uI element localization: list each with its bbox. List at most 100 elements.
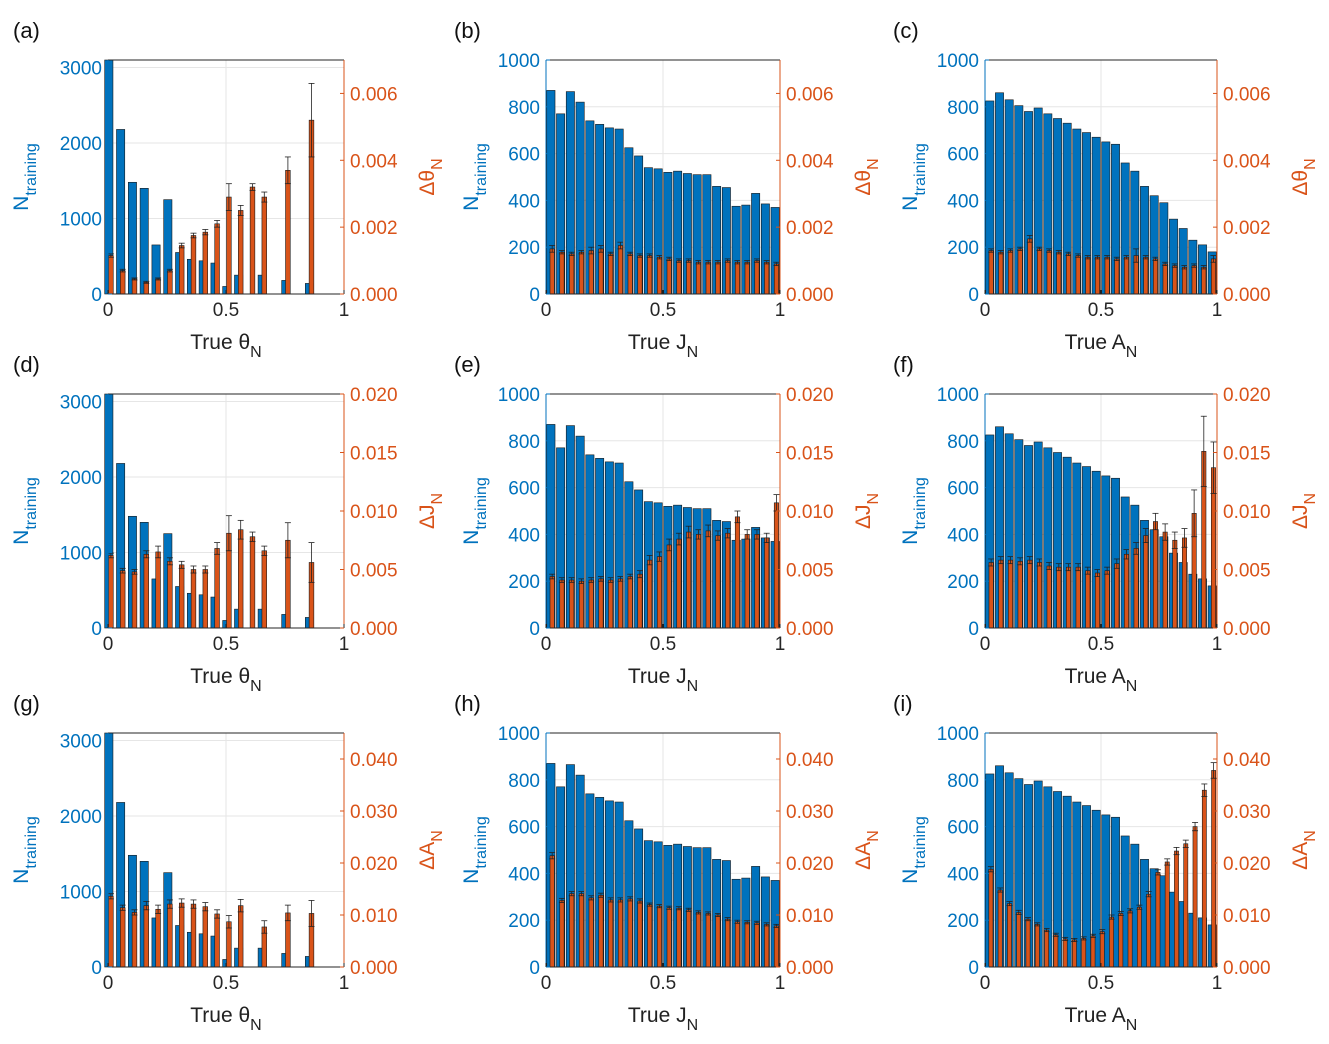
left-y-label-sub: training xyxy=(912,143,929,195)
left-tick-label: 1000 xyxy=(498,724,540,745)
uncertainty-bar xyxy=(238,905,244,968)
left-tick-label: 800 xyxy=(508,771,540,792)
left-tick-label: 2000 xyxy=(60,134,102,155)
x-axis-label-main: True θ xyxy=(190,331,250,354)
uncertainty-bar xyxy=(656,905,662,968)
uncertainty-bar xyxy=(1143,256,1149,295)
uncertainty-bar xyxy=(695,534,701,629)
x-axis-label: True JN xyxy=(628,1004,698,1034)
right-tick-label: 0.040 xyxy=(786,750,834,771)
x-axis-label-sub: N xyxy=(250,344,262,361)
uncertainty-bar xyxy=(744,534,750,629)
uncertainty-bar xyxy=(617,245,623,295)
panel-label: (i) xyxy=(893,691,913,716)
uncertainty-bar xyxy=(647,255,653,295)
uncertainty-bar xyxy=(1181,537,1187,629)
uncertainty-bar xyxy=(1164,861,1170,968)
x-tick-label: 0.5 xyxy=(650,634,676,655)
left-y-label-main: N xyxy=(899,869,922,884)
x-tick-label: 1 xyxy=(775,300,786,321)
left-y-label-sub: training xyxy=(912,477,929,529)
left-tick-label: 0 xyxy=(91,285,102,306)
uncertainty-bar xyxy=(559,251,565,295)
uncertainty-bar xyxy=(1056,251,1062,295)
x-tick-label: 1 xyxy=(1212,300,1223,321)
x-axis-label-sub: N xyxy=(687,1017,699,1034)
uncertainty-bar xyxy=(588,897,594,968)
uncertainty-bar xyxy=(764,924,770,968)
uncertainty-bar xyxy=(1090,935,1096,968)
uncertainty-bar xyxy=(167,903,173,968)
right-tick-label: 0.010 xyxy=(1223,906,1271,927)
uncertainty-bar xyxy=(725,532,731,629)
x-tick-label: 0 xyxy=(103,634,114,655)
uncertainty-bar xyxy=(143,553,149,629)
x-tick-label: 0 xyxy=(103,300,114,321)
uncertainty-bar xyxy=(608,253,614,295)
x-tick-label: 0.5 xyxy=(213,973,239,994)
count-bar xyxy=(127,181,137,295)
uncertainty-bar xyxy=(179,902,185,968)
uncertainty-bar xyxy=(1104,256,1110,295)
uncertainty-bar xyxy=(1155,872,1161,968)
x-tick-label: 1 xyxy=(1212,973,1223,994)
uncertainty-bar xyxy=(285,170,291,295)
x-tick-label: 1 xyxy=(775,634,786,655)
uncertainty-bar xyxy=(1046,565,1052,629)
uncertainty-bar xyxy=(578,893,584,968)
right-tick-label: 0.006 xyxy=(1223,84,1271,105)
right-tick-label: 0.000 xyxy=(1223,958,1271,979)
x-axis-label-sub: N xyxy=(687,344,699,361)
x-axis-label: True JN xyxy=(628,331,698,361)
uncertainty-bar xyxy=(190,235,197,295)
x-axis-label-sub: N xyxy=(1126,678,1138,695)
left-tick-label: 1000 xyxy=(937,724,979,745)
x-tick-label: 0 xyxy=(980,634,991,655)
x-axis-label-main: True J xyxy=(628,665,687,688)
x-axis-label: True AN xyxy=(1065,665,1138,695)
right-tick-label: 0.020 xyxy=(1223,854,1271,875)
x-axis-label-main: True θ xyxy=(190,1004,250,1027)
uncertainty-bar xyxy=(676,538,682,629)
uncertainty-bar xyxy=(588,579,594,629)
x-axis-label-main: True A xyxy=(1065,331,1126,354)
right-tick-label: 0.005 xyxy=(786,561,834,582)
left-tick-label: 200 xyxy=(947,572,979,593)
left-y-label-main: N xyxy=(899,530,922,545)
uncertainty-bar xyxy=(167,270,173,295)
uncertainty-bar xyxy=(559,579,565,629)
uncertainty-bar xyxy=(1053,934,1059,968)
uncertainty-bar xyxy=(1174,850,1179,968)
right-y-label: ΔJN xyxy=(416,493,446,529)
uncertainty-bar xyxy=(1062,938,1068,968)
uncertainty-bar xyxy=(1133,548,1139,629)
x-tick-label: 0.5 xyxy=(213,634,239,655)
x-axis-label: True θN xyxy=(190,665,261,695)
uncertainty-bar xyxy=(1118,913,1124,968)
right-y-label-sub: N xyxy=(429,158,446,170)
left-tick-label: 400 xyxy=(508,525,540,546)
left-tick-label: 200 xyxy=(947,911,979,932)
right-y-label-sub: N xyxy=(1302,830,1319,842)
right-y-label: ΔθN xyxy=(852,158,882,195)
uncertainty-bar xyxy=(1181,266,1187,295)
uncertainty-bar xyxy=(744,921,750,968)
right-y-label-main: Δθ xyxy=(1289,170,1312,196)
uncertainty-bar xyxy=(155,278,161,295)
left-tick-label: 600 xyxy=(947,818,979,839)
left-y-label-sub: training xyxy=(23,143,40,195)
panel-g: 0 0.5 1 0 1000 2000 3000 0.000 0.010 0.020 0.030 0.… xyxy=(10,691,446,1034)
right-tick-label: 0.004 xyxy=(1223,151,1271,172)
right-y-label: ΔAN xyxy=(416,830,446,870)
left-y-label-sub: training xyxy=(912,816,929,868)
left-tick-label: 800 xyxy=(947,98,979,119)
x-axis-label-main: True A xyxy=(1065,665,1126,688)
right-tick-label: 0.010 xyxy=(786,502,834,523)
left-y-label: Ntraining xyxy=(10,816,40,884)
uncertainty-bar xyxy=(569,253,575,295)
uncertainty-bar xyxy=(1172,265,1178,295)
x-tick-label: 1 xyxy=(1212,634,1223,655)
right-y-label-sub: N xyxy=(865,830,882,842)
uncertainty-bar xyxy=(1152,258,1158,295)
uncertainty-bar xyxy=(179,245,185,295)
